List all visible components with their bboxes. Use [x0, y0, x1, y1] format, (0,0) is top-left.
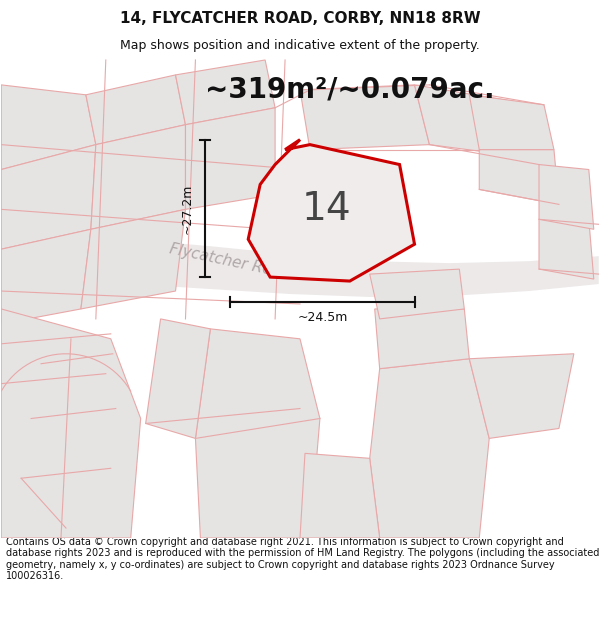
Polygon shape	[1, 229, 91, 324]
Polygon shape	[300, 453, 380, 538]
Polygon shape	[196, 329, 320, 538]
Polygon shape	[81, 209, 185, 309]
Polygon shape	[415, 85, 544, 159]
Text: ~319m²/~0.079ac.: ~319m²/~0.079ac.	[205, 76, 494, 104]
Polygon shape	[1, 144, 96, 249]
Polygon shape	[469, 354, 574, 438]
Polygon shape	[86, 75, 185, 144]
Polygon shape	[479, 149, 559, 204]
Polygon shape	[1, 309, 140, 538]
Text: 14: 14	[301, 190, 351, 228]
Text: ~24.5m: ~24.5m	[297, 311, 347, 324]
Polygon shape	[146, 319, 211, 438]
Text: Flycatcher Road: Flycatcher Road	[169, 241, 292, 281]
Polygon shape	[176, 60, 275, 125]
Polygon shape	[539, 164, 594, 229]
Polygon shape	[1, 85, 96, 169]
Text: ~27.2m: ~27.2m	[181, 183, 194, 234]
Polygon shape	[370, 359, 489, 538]
Polygon shape	[185, 107, 275, 209]
Text: Map shows position and indicative extent of the property.: Map shows position and indicative extent…	[120, 39, 480, 51]
Polygon shape	[91, 125, 185, 229]
Polygon shape	[248, 139, 415, 281]
Polygon shape	[539, 219, 594, 279]
Text: 14, FLYCATCHER ROAD, CORBY, NN18 8RW: 14, FLYCATCHER ROAD, CORBY, NN18 8RW	[119, 11, 481, 26]
Polygon shape	[374, 309, 469, 369]
Text: Contains OS data © Crown copyright and database right 2021. This information is : Contains OS data © Crown copyright and d…	[6, 537, 599, 581]
Polygon shape	[370, 269, 464, 319]
Polygon shape	[1, 224, 599, 297]
Polygon shape	[300, 85, 430, 149]
Polygon shape	[469, 95, 554, 149]
